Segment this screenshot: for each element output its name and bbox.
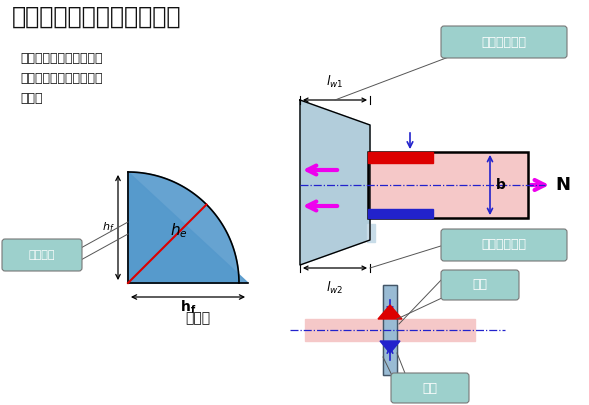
Text: 普通式: 普通式 bbox=[186, 311, 210, 325]
Bar bbox=[368, 152, 433, 163]
Bar bbox=[305, 319, 475, 341]
Text: $l_{w1}$: $l_{w1}$ bbox=[326, 74, 344, 90]
Bar bbox=[367, 224, 375, 242]
Text: $h_f$: $h_f$ bbox=[102, 221, 115, 234]
Bar bbox=[368, 152, 528, 218]
FancyBboxPatch shape bbox=[441, 26, 567, 58]
Bar bbox=[368, 152, 528, 218]
Polygon shape bbox=[128, 172, 248, 283]
Text: 每条角焊缝的尺寸都包括
焊脚尺寸和焊缝长度两个
部分。: 每条角焊缝的尺寸都包括 焊脚尺寸和焊缝长度两个 部分。 bbox=[20, 52, 102, 105]
Text: $\mathbf{h_f}$: $\mathbf{h_f}$ bbox=[180, 299, 196, 316]
Text: b: b bbox=[496, 178, 506, 192]
Text: 肢尖: 肢尖 bbox=[422, 382, 438, 394]
Text: 肢尖焊缝长度: 肢尖焊缝长度 bbox=[481, 239, 527, 252]
Bar bbox=[368, 209, 433, 218]
Text: $l_{w2}$: $l_{w2}$ bbox=[326, 280, 343, 296]
FancyBboxPatch shape bbox=[2, 239, 82, 271]
Text: 肢背: 肢背 bbox=[472, 279, 488, 292]
FancyBboxPatch shape bbox=[441, 270, 519, 300]
Text: $h_e$: $h_e$ bbox=[170, 222, 188, 240]
Text: N: N bbox=[555, 176, 570, 194]
FancyBboxPatch shape bbox=[441, 229, 567, 261]
Polygon shape bbox=[380, 341, 400, 353]
Text: 肢背焊缝长度: 肢背焊缝长度 bbox=[481, 36, 527, 49]
FancyBboxPatch shape bbox=[391, 373, 469, 403]
Text: 三、焊缝的种类及表示方法: 三、焊缝的种类及表示方法 bbox=[12, 5, 181, 29]
Polygon shape bbox=[300, 100, 370, 265]
Bar bbox=[383, 285, 397, 375]
Polygon shape bbox=[128, 172, 239, 283]
Bar bbox=[383, 285, 397, 375]
Text: 焊缝厚度: 焊缝厚度 bbox=[29, 250, 55, 260]
Polygon shape bbox=[378, 305, 402, 319]
